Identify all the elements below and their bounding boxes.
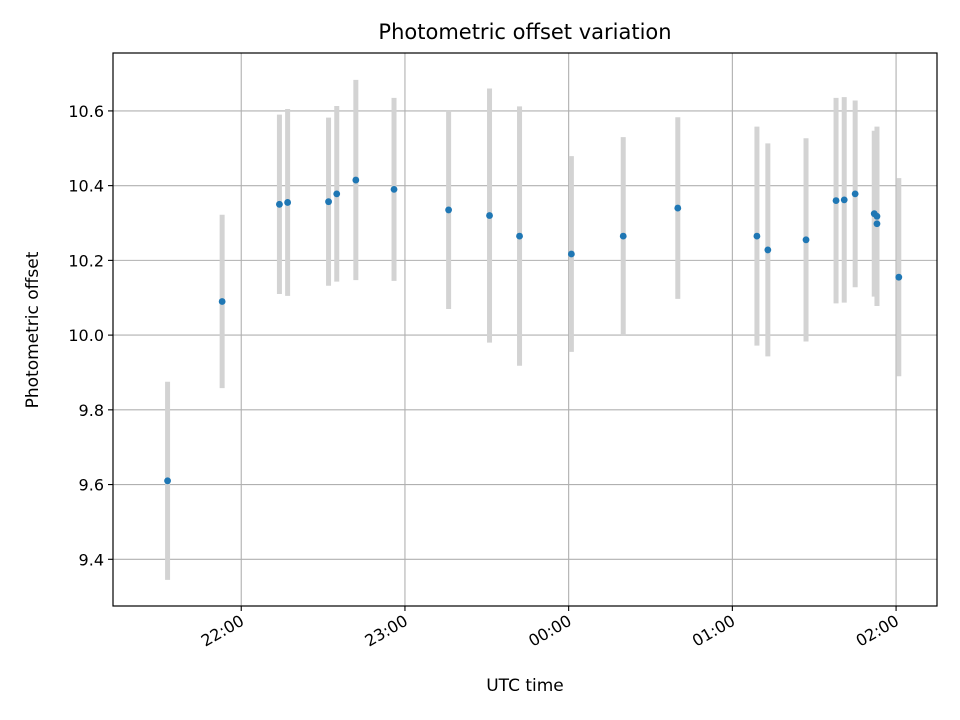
point-layer xyxy=(164,176,903,485)
chart-title: Photometric offset variation xyxy=(378,20,671,44)
data-point xyxy=(325,198,332,206)
y-tick-label: 9.6 xyxy=(79,476,104,495)
data-point xyxy=(674,204,682,212)
data-point xyxy=(390,185,398,193)
data-point xyxy=(832,197,840,204)
data-point xyxy=(619,232,627,240)
y-tick-label: 10.2 xyxy=(68,251,104,270)
data-point xyxy=(333,190,341,198)
data-point xyxy=(284,199,292,206)
data-point xyxy=(840,196,848,204)
data-point xyxy=(895,273,903,281)
data-point xyxy=(445,206,453,214)
data-point xyxy=(873,212,881,220)
y-axis-label: Photometric offset xyxy=(23,251,43,408)
data-point xyxy=(164,477,171,485)
data-point xyxy=(764,246,772,254)
y-tick-label: 10.0 xyxy=(68,326,104,345)
data-point xyxy=(873,220,881,228)
grid-layer xyxy=(113,53,937,606)
data-point xyxy=(567,250,575,258)
y-tick-label: 10.4 xyxy=(68,177,104,196)
data-point xyxy=(851,190,859,198)
data-point xyxy=(352,176,360,184)
data-point xyxy=(802,236,810,244)
data-point xyxy=(753,232,761,240)
data-point xyxy=(276,200,283,208)
y-tick-label: 10.6 xyxy=(68,102,104,121)
y-tick-label: 9.4 xyxy=(79,550,104,569)
data-point xyxy=(516,232,523,240)
plot-frame xyxy=(112,52,938,607)
data-point xyxy=(486,212,493,219)
data-point xyxy=(218,298,226,305)
y-tick-label: 9.8 xyxy=(79,401,104,420)
x-axis-label: UTC time xyxy=(486,676,564,696)
